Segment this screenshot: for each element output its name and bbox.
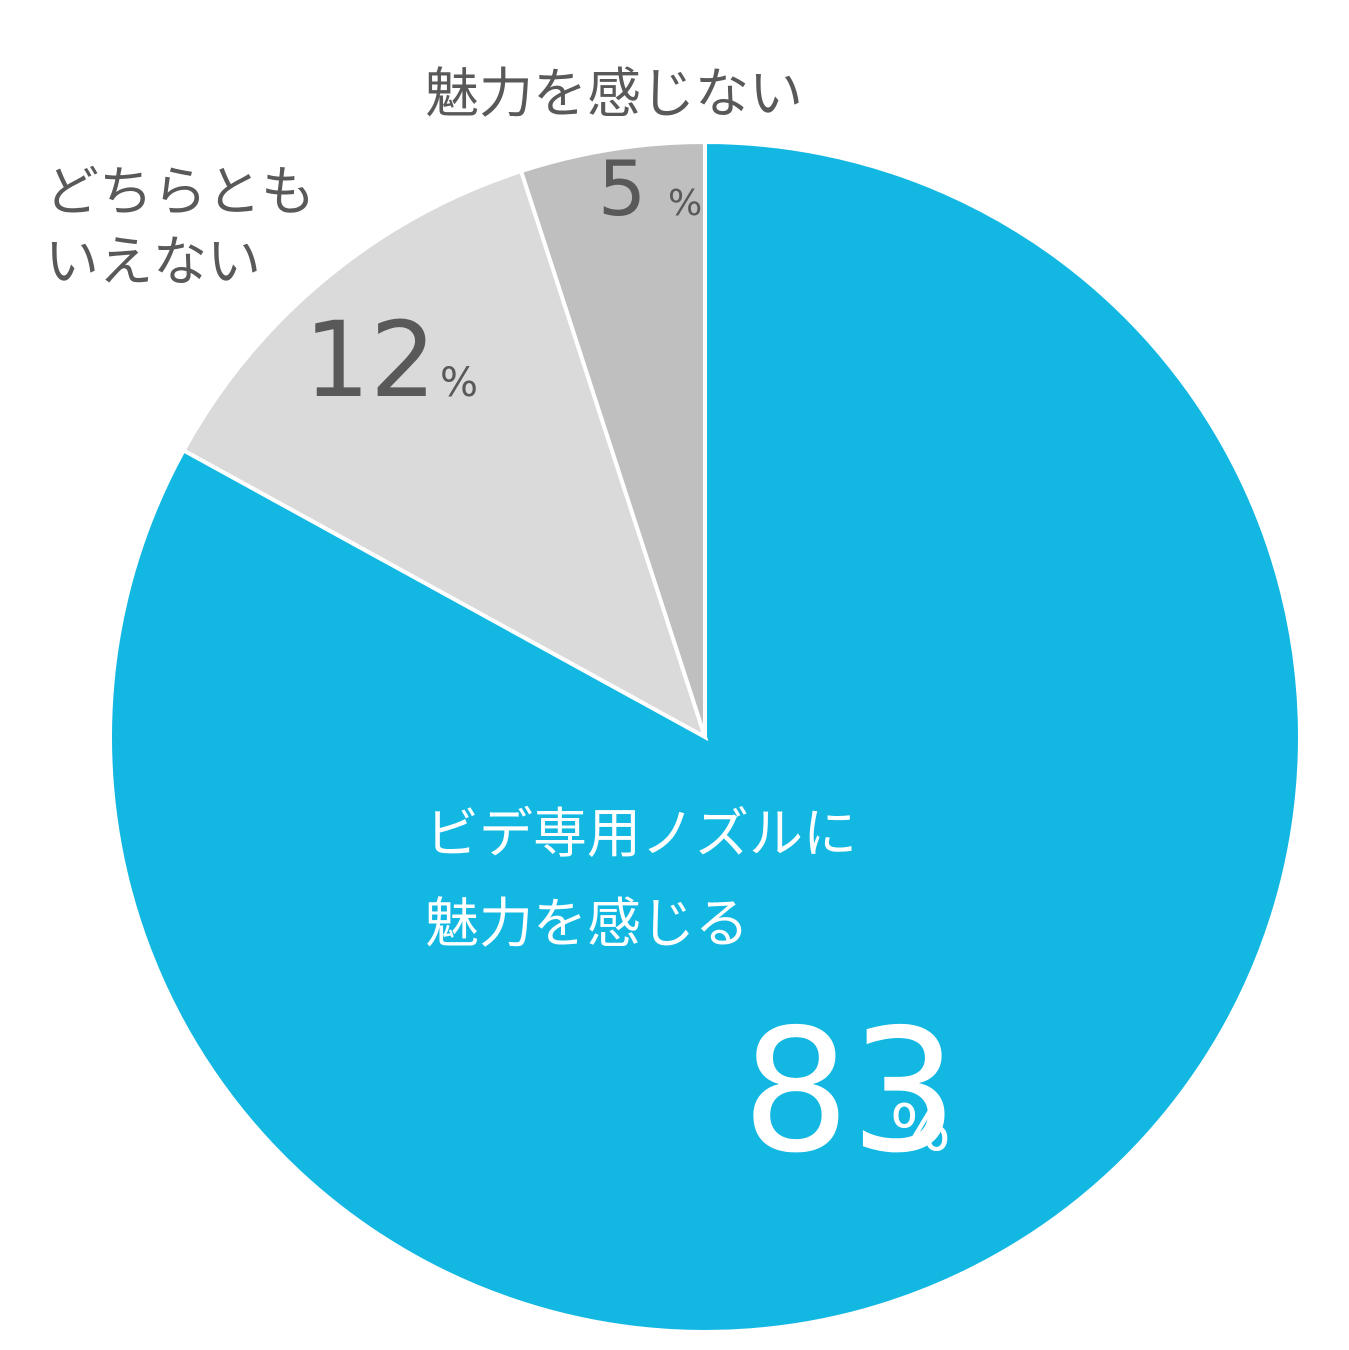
slice-label-2-line-0: 魅力を感じない [425,62,803,125]
slice-label-1-line-1: いえない [45,230,261,293]
pie-slice-1 [180,168,709,742]
slice-value-1: 12 [304,299,436,421]
slice-unit-1: % [440,360,478,406]
pie-slice-2 [518,139,707,738]
slice-unit-2: % [668,183,702,224]
slice-unit-0: % [890,1092,951,1166]
slice-value-2: 5 [598,144,646,233]
slice-label-1-line-0: どちらとも [45,160,315,223]
slice-label-0-line-1: 魅力を感じる [425,892,749,955]
slice-value-0: 83 [742,993,958,1191]
slice-label-0-line-0: ビデ専用ノズルに [425,802,857,865]
